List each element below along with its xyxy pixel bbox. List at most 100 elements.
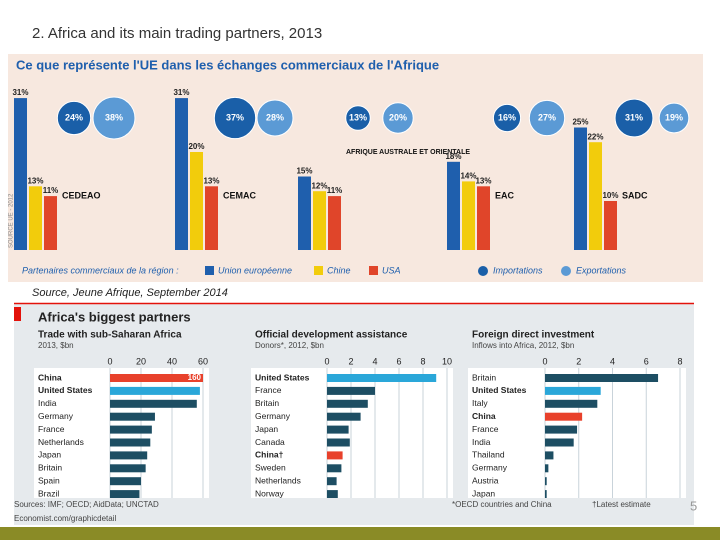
value-label: 31% <box>12 88 28 97</box>
bar <box>604 201 617 250</box>
category-label: China† <box>255 450 284 460</box>
bar <box>110 425 152 434</box>
category-label: Italy <box>472 398 488 408</box>
caption: Source, Jeune Afrique, September 2014 <box>32 287 228 299</box>
legend-swatch <box>314 266 323 275</box>
chart-subtitle: Donors*, 2012, $bn <box>255 341 324 350</box>
bar <box>110 477 141 486</box>
circle-label: 24% <box>65 112 83 122</box>
value-label: 25% <box>572 118 588 127</box>
value-label: 11% <box>327 186 343 195</box>
bar <box>327 374 437 382</box>
bar <box>298 176 311 250</box>
category-label: Japan <box>472 488 495 498</box>
legend-title: Partenaires commerciaux de la région : <box>22 265 179 275</box>
x-tick-label: 8 <box>677 356 682 366</box>
share-circle <box>92 96 136 140</box>
x-tick-label: 40 <box>167 356 177 366</box>
bar <box>545 477 547 486</box>
category-label: Japan <box>38 450 61 460</box>
category-label: Austria <box>472 475 499 485</box>
value-label: 12% <box>311 181 327 190</box>
share-circle <box>528 99 566 137</box>
share-circle <box>382 102 414 134</box>
share-circle <box>56 100 92 136</box>
value-label: 11% <box>43 186 59 195</box>
infographic-source: SOURCE UE - 2012 <box>9 193 15 248</box>
bar <box>327 412 361 421</box>
legend-label: Chine <box>327 265 351 275</box>
circle-label: 31% <box>625 112 643 122</box>
value-label: 18% <box>445 152 461 161</box>
x-tick-label: 0 <box>542 356 547 366</box>
share-circle <box>256 99 294 137</box>
x-tick-label: 10 <box>442 356 452 366</box>
category-label: India <box>472 437 491 447</box>
bar <box>110 412 155 421</box>
share-circle <box>213 96 257 140</box>
x-tick-label: 6 <box>396 356 401 366</box>
legend-label: Importations <box>493 265 543 275</box>
bar <box>110 464 146 473</box>
chart-title: Trade with sub-Saharan Africa <box>38 330 182 341</box>
category-label: France <box>38 424 65 434</box>
infographic-background <box>8 54 703 282</box>
bar <box>589 142 602 250</box>
x-tick-label: 0 <box>107 356 112 366</box>
region-label: SADC <box>622 190 648 200</box>
share-circle <box>345 105 371 131</box>
circle-label: 38% <box>105 112 123 122</box>
bar <box>110 399 197 408</box>
x-tick-label: 60 <box>198 356 208 366</box>
value-label: 160 <box>188 373 202 382</box>
panel-website: Economist.com/graphicdetail <box>14 514 116 523</box>
bar <box>327 451 343 460</box>
category-label: Spain <box>38 475 60 485</box>
category-label: France <box>472 424 499 434</box>
bar <box>110 490 140 498</box>
chart-subtitle: Inflows into Africa, 2012, $bn <box>472 341 574 350</box>
page-number: 5 <box>690 498 697 513</box>
slide-title: 2. Africa and its main trading partners,… <box>32 25 322 42</box>
chart-subtitle: 2013, $bn <box>38 341 74 350</box>
bar <box>327 386 375 395</box>
legend-swatch <box>561 266 571 276</box>
x-tick-label: 2 <box>348 356 353 366</box>
circle-label: 13% <box>349 112 367 122</box>
panel-title: Africa's biggest partners <box>38 309 191 324</box>
bar <box>545 399 598 408</box>
share-circle <box>658 102 690 134</box>
bar <box>14 98 27 250</box>
region-label: AFRIQUE AUSTRALE ET ORIENTALE <box>346 149 470 156</box>
value-label: 20% <box>188 142 204 151</box>
bar <box>205 186 218 250</box>
x-tick-label: 4 <box>372 356 377 366</box>
chart-title: Official development assistance <box>255 330 408 341</box>
legend-swatch <box>478 266 488 276</box>
category-label: Japan <box>255 424 278 434</box>
x-tick-label: 0 <box>324 356 329 366</box>
value-label: 14% <box>460 172 476 181</box>
value-label: 13% <box>203 176 219 185</box>
bar <box>447 161 460 250</box>
category-label: France <box>255 385 282 395</box>
circle-label: 37% <box>226 112 244 122</box>
category-label: United States <box>255 372 310 382</box>
bar <box>545 451 554 460</box>
bar <box>574 127 587 250</box>
footnote: †Latest estimate <box>592 500 651 509</box>
bar <box>327 477 337 486</box>
circle-label: 16% <box>498 112 516 122</box>
x-tick-label: 6 <box>644 356 649 366</box>
bar <box>545 412 583 421</box>
value-label: 10% <box>602 191 618 200</box>
category-label: India <box>38 398 57 408</box>
region-label: CEDEAO <box>62 190 101 200</box>
value-label: 13% <box>475 176 491 185</box>
share-circle <box>492 103 522 133</box>
circle-label: 27% <box>538 112 556 122</box>
category-label: Brazil <box>38 488 59 498</box>
category-label: China <box>38 372 62 382</box>
region-label: CEMAC <box>223 190 256 200</box>
